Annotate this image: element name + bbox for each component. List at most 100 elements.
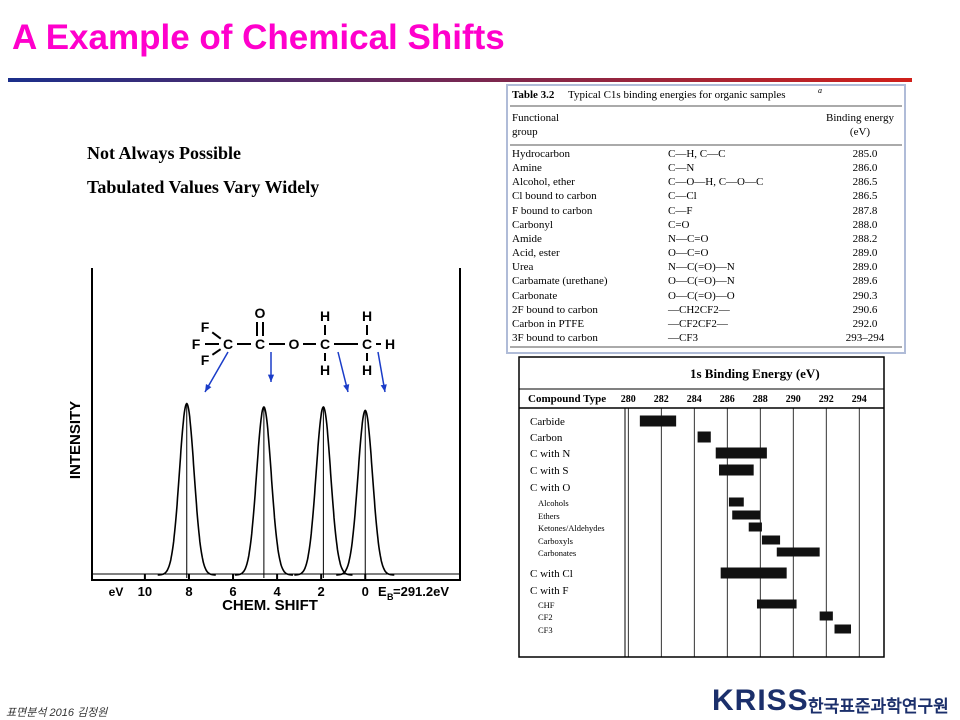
category-label: Carbon: [530, 432, 563, 444]
table-header: Functional group: [512, 112, 560, 138]
table-caption: Typical C1s binding energies for organic…: [568, 89, 786, 101]
table-cell: O—C(=O)—N: [668, 275, 735, 288]
table-cell: 289.0: [852, 261, 878, 274]
bar: [776, 547, 820, 557]
x-tick-label: 292: [819, 394, 834, 405]
atom: C: [255, 336, 265, 352]
bond: [211, 331, 222, 340]
table-cell: 289.6: [852, 275, 878, 288]
institute: 한국표준과학연구원: [808, 697, 949, 716]
bar: [761, 535, 781, 545]
table-frame: [506, 84, 906, 354]
reference: E: [378, 584, 387, 599]
x-tick-label: 2: [318, 584, 325, 599]
table-cell: C—Cl: [668, 190, 697, 203]
table-cell: Carbamate (urethane): [512, 275, 608, 288]
table-number: Table 3.2: [512, 89, 555, 101]
table-cell: 286.5: [852, 190, 878, 203]
table-cell: C—O—H, C—O—C: [668, 176, 764, 189]
x-tick-label: 4: [273, 584, 281, 599]
table-cell: Acid, ester: [512, 247, 560, 260]
table-cell: Urea: [512, 261, 534, 274]
bar: [639, 415, 677, 427]
table-cell: 292.0: [852, 317, 878, 330]
x-tick-label: 8: [185, 584, 192, 599]
atom: H: [362, 362, 372, 378]
spectrum-axes: [91, 268, 461, 581]
bar: [728, 497, 744, 507]
atom: O: [289, 336, 300, 352]
category-label: Ethers: [538, 511, 560, 521]
bar: [819, 611, 833, 621]
arrow-head: [267, 374, 275, 382]
table-cell: N—C=O: [668, 232, 709, 245]
bar: [732, 510, 761, 520]
bullet: Not Always Possible: [87, 143, 242, 163]
x-tick-label: 286: [720, 394, 735, 405]
category-label: Carbide: [530, 416, 565, 428]
unit-label: eV: [109, 585, 124, 599]
atom: C: [362, 336, 372, 352]
reference: =291.2eV: [393, 584, 449, 599]
arrow-head: [205, 384, 212, 392]
table-cell: —CF3: [668, 331, 698, 344]
table-cell: 288.2: [852, 232, 878, 245]
table-cell: F bound to carbon: [512, 204, 593, 217]
table-header: Binding energy (eV): [826, 112, 894, 138]
atom: H: [385, 336, 395, 352]
x-tick-label: 280: [621, 394, 636, 405]
reference: B: [387, 592, 394, 602]
table-cell: N—C(=O)—N: [668, 261, 735, 274]
x-tick-label: 10: [138, 584, 152, 599]
table-cell: —CH2CF2—: [668, 303, 730, 316]
table-cell: 290.3: [852, 289, 878, 302]
category-label: CF3: [538, 625, 553, 635]
atom: F: [201, 319, 210, 335]
table-cell: O—C=O: [668, 247, 709, 260]
slide-title: A Example of Chemical Shifts: [12, 18, 505, 57]
x-tick-label: 290: [786, 394, 801, 405]
bar: [697, 431, 711, 443]
x-axis-label: CHEM. SHIFT: [222, 597, 318, 614]
x-tick-label: 282: [654, 394, 669, 405]
table-cell: 288.0: [852, 218, 878, 231]
category-label: C with Cl: [530, 568, 573, 580]
table-cell: 286.0: [852, 162, 878, 175]
arrow: [204, 351, 229, 393]
arrow-head: [343, 384, 350, 392]
bar: [715, 447, 767, 459]
bullet: Tabulated Values Vary Widely: [87, 177, 320, 197]
table-cell: Hydrocarbon: [512, 148, 571, 160]
bar: [756, 599, 797, 609]
table-cell: —CF2CF2—: [668, 317, 728, 330]
x-tick-label: 288: [753, 394, 768, 405]
table-cell: C=O: [668, 218, 690, 231]
table-cell: 287.8: [852, 204, 878, 217]
category-label: CHF: [538, 600, 555, 610]
table-cell: Carbonyl: [512, 218, 553, 231]
table-cell: C—F: [668, 204, 693, 217]
bond: [211, 348, 222, 356]
table-cell: 289.0: [852, 247, 878, 260]
bar: [720, 567, 787, 579]
table-cell: Cl bound to carbon: [512, 190, 597, 203]
table-cell: 293–294: [845, 331, 885, 344]
table-cell: 3F bound to carbon: [512, 331, 598, 344]
x-tick-label: 284: [687, 394, 702, 405]
x-tick-label: 294: [852, 394, 867, 405]
table-cell: 290.6: [852, 303, 878, 316]
peak: [336, 409, 395, 576]
table-cell: 2F bound to carbon: [512, 303, 598, 316]
category-label: C with O: [530, 482, 570, 494]
table-cell: Amine: [512, 162, 542, 175]
chart-title: 1s Binding Energy (eV): [690, 366, 820, 381]
table-cell: C—H, C—C: [668, 148, 726, 160]
category-label: Carboxyls: [538, 536, 573, 546]
table-cell: Amide: [512, 232, 542, 245]
bar: [834, 624, 852, 634]
chart-frame: [518, 356, 885, 658]
table-cell: 286.5: [852, 176, 878, 189]
category-label: Ketones/Aldehydes: [538, 523, 605, 533]
